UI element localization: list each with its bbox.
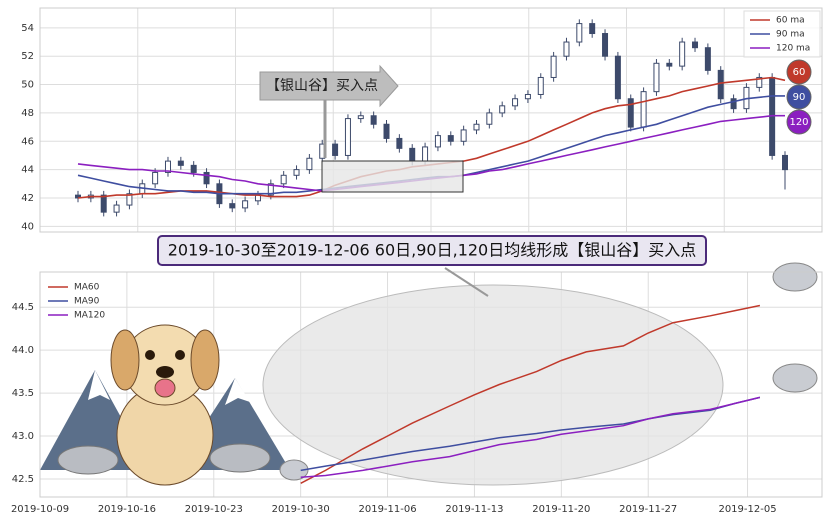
banner-pointer bbox=[444, 267, 489, 297]
x-tick-label: 2019-11-27 bbox=[619, 504, 677, 515]
highlight-ellipse bbox=[262, 284, 724, 486]
candle-body bbox=[679, 41, 686, 67]
candle-body bbox=[473, 123, 480, 131]
y-tick-label: 54 bbox=[21, 23, 34, 34]
badge-label: 90 bbox=[793, 92, 806, 103]
x-tick-label: 2019-11-06 bbox=[358, 504, 416, 515]
y-tick-label: 44 bbox=[21, 165, 34, 176]
candle-body bbox=[602, 33, 609, 57]
candle-body bbox=[589, 23, 596, 35]
y-tick-label: 52 bbox=[21, 51, 34, 62]
y-tick-label: 50 bbox=[21, 80, 34, 91]
x-tick-label: 2019-10-30 bbox=[272, 504, 330, 515]
y-tick-label: 40 bbox=[21, 221, 34, 232]
candle-body bbox=[653, 62, 660, 93]
candle-body bbox=[524, 93, 531, 100]
candle-body bbox=[537, 76, 544, 95]
legend-label: 60 ma bbox=[776, 16, 805, 26]
candle-body bbox=[717, 69, 724, 100]
y-tick-label: 46 bbox=[21, 136, 34, 147]
annotation-arrow bbox=[259, 64, 399, 108]
candle-body bbox=[152, 171, 159, 185]
candle-body bbox=[332, 143, 339, 156]
y-tick-label: 44.5 bbox=[12, 302, 34, 313]
x-tick-label: 2019-10-09 bbox=[11, 504, 69, 515]
badge bbox=[786, 84, 812, 110]
legend-label: MA90 bbox=[74, 297, 100, 307]
candle-body bbox=[730, 98, 737, 110]
candle-body bbox=[704, 47, 711, 71]
badge bbox=[786, 109, 812, 135]
candle-body bbox=[563, 41, 570, 57]
y-tick-label: 42.5 bbox=[12, 474, 34, 485]
y-tick-label: 44.0 bbox=[12, 345, 34, 356]
candle-body bbox=[357, 115, 364, 120]
banner-text: 2019-10-30至2019-12-06 60日,90日,120日均线形成【银… bbox=[168, 241, 697, 260]
candle-body bbox=[177, 160, 184, 166]
y-tick-label: 48 bbox=[21, 108, 34, 119]
ma-line bbox=[300, 396, 761, 478]
candle-body bbox=[293, 169, 300, 176]
badge-label: 120 bbox=[789, 117, 808, 128]
candle-body bbox=[396, 137, 403, 149]
candle-body bbox=[422, 146, 429, 162]
candle-body bbox=[190, 164, 197, 173]
candle-body bbox=[782, 154, 788, 171]
candle-body bbox=[614, 55, 621, 100]
candle-body bbox=[229, 203, 236, 209]
candle-body bbox=[267, 183, 274, 196]
plot-frame bbox=[39, 7, 823, 233]
decor-dog bbox=[110, 324, 220, 486]
candle-body bbox=[100, 194, 107, 213]
candle-body bbox=[306, 157, 313, 171]
x-tick-label: 2019-12-05 bbox=[718, 504, 776, 515]
candle-body bbox=[512, 98, 519, 107]
y-tick-label: 42 bbox=[21, 193, 34, 204]
candle-body bbox=[550, 55, 557, 78]
y-tick-label: 43.0 bbox=[12, 431, 34, 442]
candle-body bbox=[280, 174, 287, 185]
decor-ingots bbox=[57, 262, 818, 481]
badge bbox=[786, 59, 812, 85]
legend-label: MA120 bbox=[74, 311, 105, 321]
ma-line bbox=[300, 304, 761, 484]
candle-body bbox=[344, 118, 351, 156]
candle-body bbox=[627, 98, 634, 128]
candle-body bbox=[242, 200, 249, 209]
candle-body bbox=[164, 160, 171, 173]
x-tick-label: 2019-11-20 bbox=[532, 504, 590, 515]
candle-body bbox=[756, 76, 763, 88]
candle-body bbox=[499, 105, 506, 114]
candle-body bbox=[113, 204, 120, 213]
candle-body bbox=[383, 123, 390, 139]
candle-body bbox=[692, 41, 699, 49]
ma-line bbox=[300, 396, 761, 472]
candle-body bbox=[640, 91, 647, 128]
annotation-text: 【银山谷】买入点 bbox=[266, 78, 378, 94]
banner bbox=[157, 235, 707, 266]
legend-label: 120 ma bbox=[776, 44, 810, 54]
y-tick-label: 43.5 bbox=[12, 388, 34, 399]
highlight-box bbox=[321, 160, 464, 193]
candle-body bbox=[434, 135, 441, 148]
x-tick-label: 2019-10-23 bbox=[185, 504, 243, 515]
candle-body bbox=[203, 171, 210, 185]
candle-body bbox=[126, 193, 133, 206]
candle-body bbox=[409, 147, 416, 162]
candle-body bbox=[486, 112, 493, 125]
candle-body bbox=[666, 62, 673, 67]
candle-body bbox=[576, 23, 583, 43]
x-tick-label: 2019-10-16 bbox=[98, 504, 156, 515]
candle-body bbox=[460, 129, 467, 142]
legend-label: MA60 bbox=[74, 283, 100, 293]
legend-label: 90 ma bbox=[776, 30, 805, 40]
candle-body bbox=[370, 115, 377, 125]
candle-body bbox=[447, 135, 454, 142]
x-tick-label: 2019-11-13 bbox=[445, 504, 503, 515]
plot-frame bbox=[39, 271, 823, 498]
badge-label: 60 bbox=[793, 67, 806, 78]
